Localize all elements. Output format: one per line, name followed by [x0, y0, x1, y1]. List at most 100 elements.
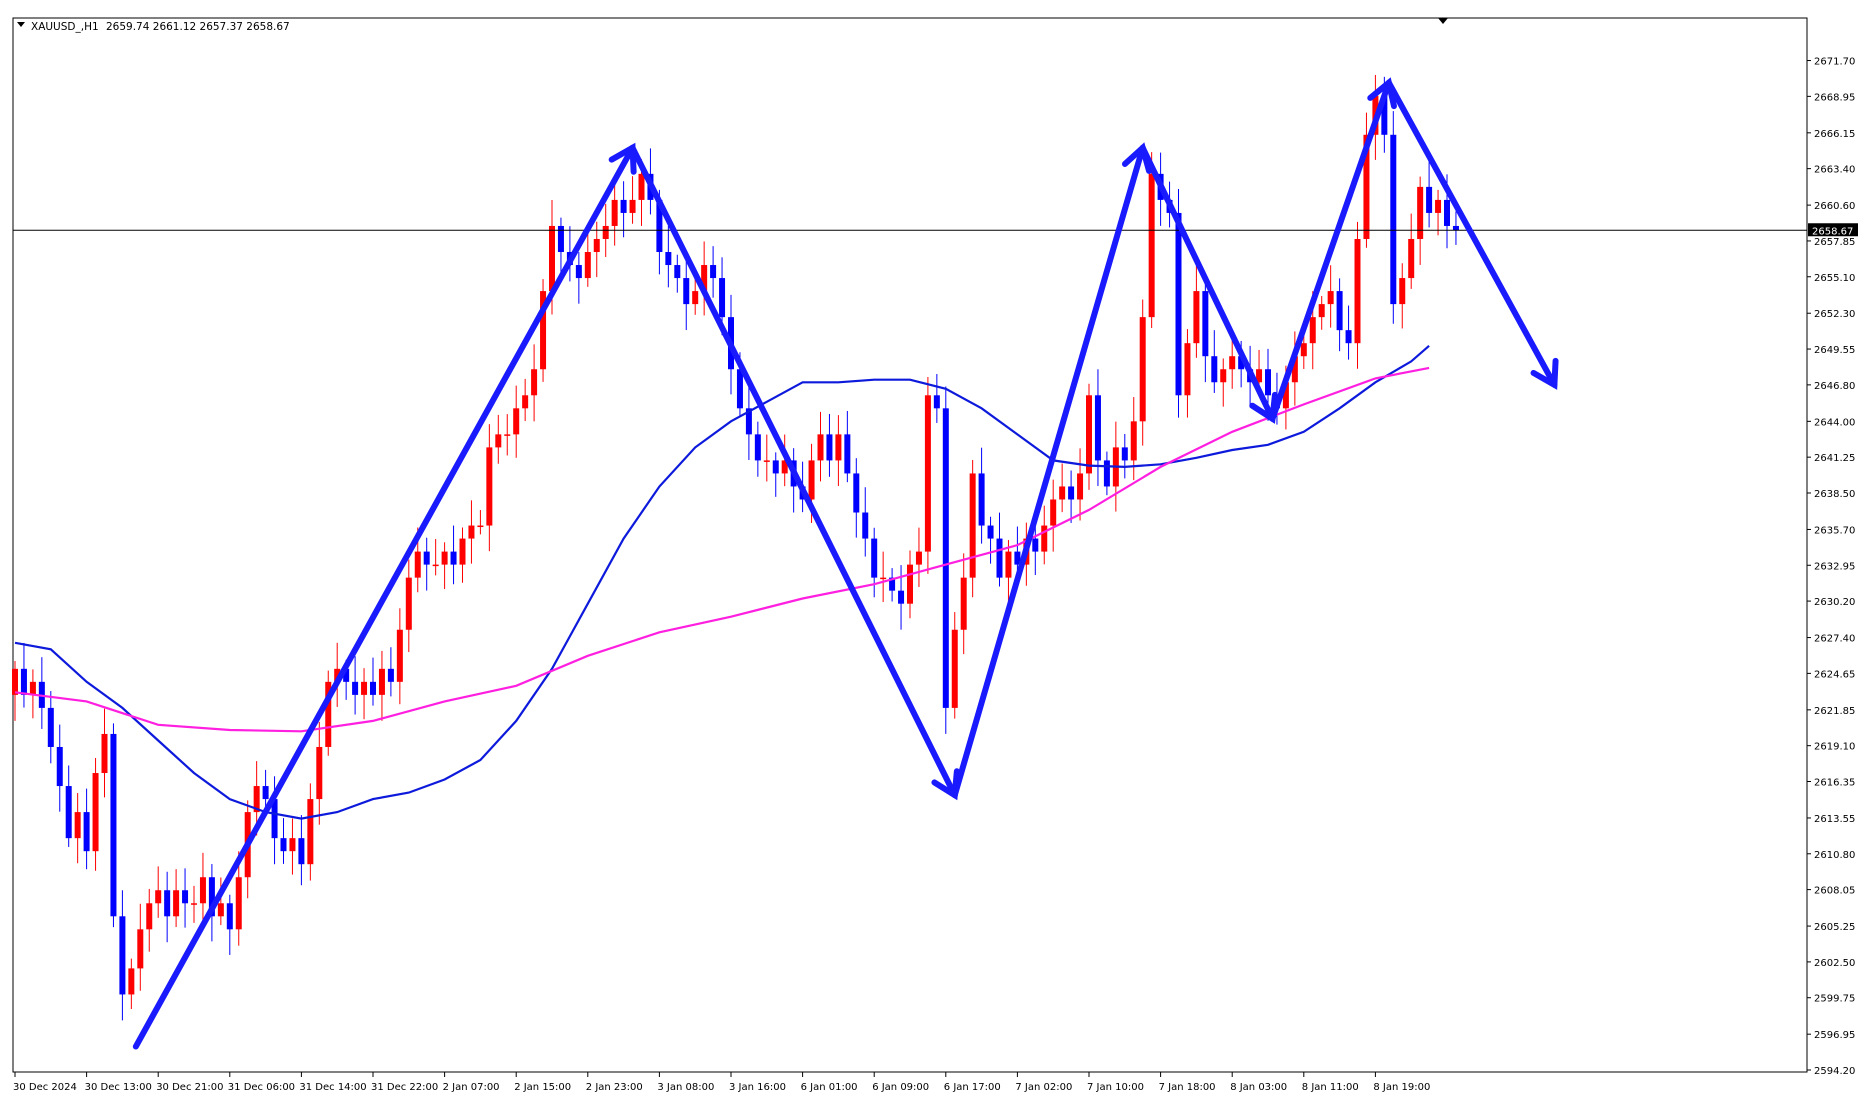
candle	[880, 551, 887, 602]
candle-body	[1417, 186, 1424, 239]
candle-body	[271, 799, 278, 839]
candle-body	[951, 629, 958, 708]
candle	[289, 818, 296, 875]
y-axis: 2671.70 2668.95 2666.15 2663.40 2660.60 2657.…	[1807, 57, 1858, 1077]
candle-body	[191, 903, 197, 905]
candle	[56, 724, 63, 812]
candle	[378, 650, 385, 721]
candle	[164, 871, 171, 943]
candle-body	[1175, 212, 1182, 396]
candle	[432, 538, 439, 576]
candle	[352, 656, 359, 715]
candle-body	[1336, 291, 1343, 331]
candle	[92, 757, 99, 871]
candle-body	[665, 252, 672, 266]
candle-body	[83, 812, 90, 852]
ma-slow-line	[14, 366, 1430, 733]
candle	[334, 642, 341, 707]
candle	[772, 452, 779, 497]
trend-arrow[interactable]	[1385, 79, 1559, 390]
candle-body	[960, 577, 967, 630]
candle	[817, 411, 824, 482]
candle	[101, 708, 108, 798]
candle-body	[575, 265, 582, 279]
candle-body	[987, 525, 994, 539]
candle	[137, 903, 144, 991]
candle	[217, 877, 224, 926]
candle	[298, 815, 305, 886]
candle	[325, 670, 332, 756]
chart-header: XAUUSD_,H1 2659.74 2661.12 2657.37 2658.…	[17, 21, 290, 33]
candle	[620, 181, 627, 238]
candle	[853, 458, 860, 538]
candle	[924, 376, 931, 574]
candle-body	[1435, 199, 1442, 213]
candle-body	[459, 538, 466, 565]
x-axis: 30 Dec 2024 30 Dec 13:00 30 Dec 21:00 31 De…	[13, 1072, 1430, 1093]
candle-body	[1381, 95, 1388, 135]
candle	[611, 178, 618, 246]
candle	[531, 344, 538, 422]
x-tick-label: 30 Dec 2024	[13, 1082, 77, 1093]
candle	[173, 869, 180, 928]
candle-body	[137, 929, 144, 969]
x-tick-label: 2 Jan 07:00	[443, 1082, 500, 1093]
candle	[701, 241, 708, 316]
candle	[1363, 112, 1370, 248]
candle	[468, 500, 475, 564]
y-tick-label: 2646.80	[1814, 381, 1855, 392]
candle-body	[593, 238, 600, 253]
candle	[307, 783, 314, 881]
candle-body	[907, 564, 913, 604]
candle	[146, 888, 153, 952]
candle-body	[1193, 291, 1200, 344]
candle	[754, 421, 761, 477]
candle	[629, 176, 636, 224]
y-tick-label: 2616.35	[1814, 777, 1855, 788]
candle-body	[12, 668, 18, 695]
candle-body	[20, 668, 27, 695]
x-tick-label: 8 Jan 03:00	[1230, 1082, 1287, 1093]
candle-body	[933, 395, 940, 409]
candle-body	[253, 786, 260, 813]
candle-body	[325, 681, 332, 747]
candle-body	[1103, 460, 1110, 487]
candle	[593, 221, 600, 278]
candle-body	[280, 838, 287, 852]
candle	[1452, 211, 1459, 245]
candle-body	[405, 577, 412, 630]
candle-body	[826, 434, 833, 461]
candle	[1068, 470, 1075, 523]
symbol-label: XAUUSD_,H1	[31, 21, 99, 33]
y-tick-label: 2660.60	[1814, 201, 1855, 212]
candle	[665, 225, 672, 288]
x-tick-label: 30 Dec 13:00	[85, 1082, 152, 1093]
triangle-down-icon[interactable]	[17, 22, 25, 27]
candle	[405, 559, 412, 653]
arrows-layer	[132, 77, 1559, 1050]
candle	[191, 885, 197, 923]
candle-body	[477, 525, 484, 528]
candle-body	[817, 434, 824, 461]
current-price-value: 2658.67	[1812, 226, 1853, 237]
candle-body	[1041, 525, 1048, 552]
candle	[74, 793, 81, 864]
candle-body	[513, 408, 520, 435]
candle-body	[683, 278, 690, 305]
x-tick-label: 3 Jan 16:00	[729, 1082, 786, 1093]
candle-body	[1300, 343, 1307, 357]
candle-body	[1399, 278, 1406, 305]
candle	[987, 516, 994, 564]
candle	[1345, 305, 1352, 360]
candle-body	[1139, 317, 1146, 422]
trend-arrow-shaft	[629, 144, 958, 799]
candle-body	[602, 225, 609, 239]
candle-body	[1077, 473, 1084, 500]
candle-body	[638, 173, 645, 200]
candle	[710, 246, 717, 298]
candle	[1077, 448, 1084, 521]
candle-body	[182, 890, 189, 904]
candle-body	[1354, 238, 1361, 344]
y-tick-label: 2594.20	[1814, 1066, 1855, 1077]
